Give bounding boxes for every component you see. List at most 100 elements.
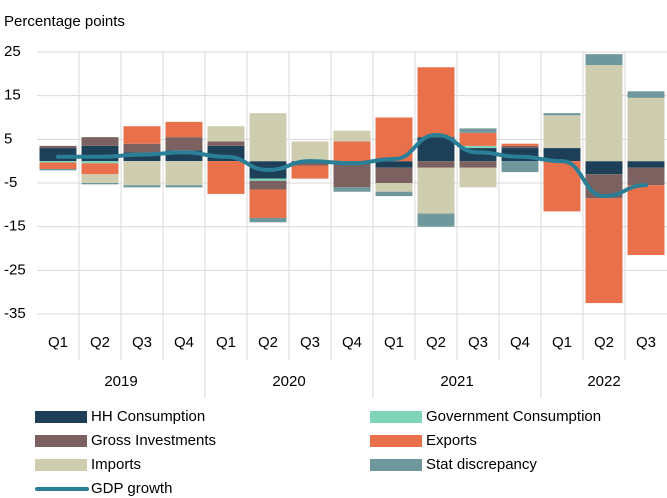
gdp-line (56, 132, 648, 199)
bar-segment (249, 217, 287, 223)
bar-segment (501, 161, 539, 173)
bar-segment (627, 161, 665, 168)
bar-segment (39, 145, 77, 149)
legend-swatch (370, 435, 422, 447)
bar-segment (375, 183, 413, 192)
bar-segment (249, 178, 287, 181)
bar-segment (417, 213, 455, 227)
bar-segment (291, 141, 329, 162)
bar-segment (459, 128, 497, 133)
legend-swatch (35, 459, 87, 471)
x-group-label: 2021 (440, 373, 473, 390)
y-tick-label: -15 (4, 218, 26, 235)
bar-segment (459, 132, 497, 146)
bar-segment (165, 121, 203, 138)
bar-segment (501, 143, 539, 146)
bar-segment (249, 180, 287, 190)
bar-segment (81, 145, 119, 162)
bar-segment (123, 185, 161, 188)
bar-segment (81, 137, 119, 146)
bar-segment (627, 167, 665, 186)
x-tick-label: Q1 (48, 334, 68, 351)
x-tick-label: Q3 (636, 334, 656, 351)
bar-segment (375, 167, 413, 183)
bar-segment (333, 163, 371, 188)
x-tick-label: Q4 (342, 334, 362, 351)
bar-segment (501, 145, 539, 149)
bar-segment (165, 137, 203, 151)
bar-segment (207, 141, 245, 146)
x-tick-label: Q1 (216, 334, 236, 351)
y-tick-label: 15 (4, 87, 21, 104)
x-tick-label: Q2 (594, 334, 614, 351)
bar-segment (375, 191, 413, 197)
bar-segment (165, 185, 203, 188)
x-group-label: 2020 (272, 373, 305, 390)
y-tick-label: 5 (4, 130, 12, 147)
x-tick-label: Q3 (300, 334, 320, 351)
legend-swatch (370, 411, 422, 423)
legend-label: Gross Investments (91, 432, 216, 449)
x-group-label: 2019 (104, 373, 137, 390)
legend-label: Stat discrepancy (426, 456, 537, 473)
bar-segment (249, 189, 287, 218)
bar-segment (291, 163, 329, 166)
bar-segment (543, 161, 581, 212)
bar-segment (81, 174, 119, 183)
bar-segment (585, 65, 623, 162)
bar-segment (39, 162, 77, 170)
bar-segment (375, 161, 413, 168)
bar-segment (459, 167, 497, 188)
bar-segment (333, 187, 371, 192)
bar-segment (249, 113, 287, 162)
x-tick-label: Q4 (510, 334, 530, 351)
y-tick-label: -35 (4, 305, 26, 322)
bar-segment (39, 169, 77, 171)
bar-segment (627, 185, 665, 256)
bar-segment (417, 161, 455, 168)
legend-swatch (35, 411, 87, 423)
bar-segment (39, 148, 77, 162)
bar-segment (417, 137, 455, 162)
bar-segment (543, 113, 581, 116)
bar-segment (123, 161, 161, 186)
x-tick-label: Q2 (258, 334, 278, 351)
y-tick-label: -5 (4, 174, 17, 191)
bar-segment (333, 141, 371, 162)
legend-swatch (35, 435, 87, 447)
bar-segment (81, 161, 119, 164)
x-tick-label: Q1 (384, 334, 404, 351)
bar-segment (291, 165, 329, 179)
legend-swatch (370, 459, 422, 471)
x-tick-label: Q1 (552, 334, 572, 351)
bar-segment (459, 145, 497, 149)
bar-segment (543, 148, 581, 162)
bar-segment (165, 161, 203, 186)
bar-segment (123, 143, 161, 153)
bar-segment (207, 161, 245, 194)
bar-segment (585, 54, 623, 66)
legend-label: HH Consumption (91, 408, 205, 425)
x-tick-label: Q2 (90, 334, 110, 351)
bar-segment (585, 198, 623, 304)
y-axis-label: Percentage points (4, 13, 125, 30)
bar-segment (417, 67, 455, 138)
y-tick-label: -25 (4, 261, 26, 278)
x-tick-label: Q3 (468, 334, 488, 351)
bar-segment (627, 91, 665, 98)
bar-segment (39, 161, 77, 163)
bar-segment (333, 130, 371, 142)
bar-segment (207, 126, 245, 142)
legend-label: GDP growth (91, 480, 172, 497)
x-tick-label: Q3 (132, 334, 152, 351)
legend-label: Exports (426, 432, 477, 449)
x-group-label: 2022 (587, 373, 620, 390)
bar-segment (585, 161, 623, 175)
bar-segment (459, 161, 497, 168)
x-tick-label: Q4 (174, 334, 194, 351)
bar-segment (81, 183, 119, 185)
legend-label: Government Consumption (426, 408, 601, 425)
bar-segment (417, 167, 455, 214)
x-tick-label: Q2 (426, 334, 446, 351)
